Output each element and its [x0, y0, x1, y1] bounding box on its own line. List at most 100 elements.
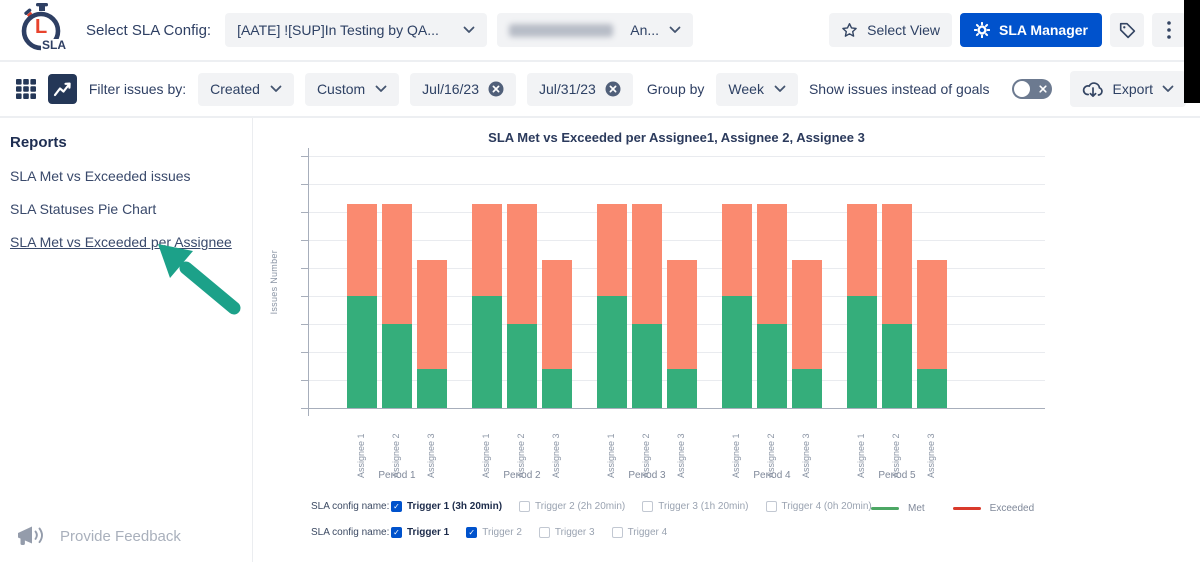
bar-met[interactable]	[597, 296, 627, 408]
trigger-checkbox-option[interactable]: Trigger 4	[611, 527, 668, 538]
created-filter-dropdown[interactable]: Created	[198, 72, 294, 106]
date-from-filter[interactable]: Jul/16/23	[410, 72, 516, 106]
checkbox-checked[interactable]: ✓	[391, 527, 402, 538]
y-axis-tick	[301, 240, 308, 241]
bar-exceeded[interactable]	[917, 259, 947, 369]
grid-view-icon	[16, 79, 36, 99]
trigger-checkbox-option[interactable]: Trigger 2 (2h 20min)	[519, 501, 625, 512]
chevron-down-icon	[774, 85, 786, 92]
sidebar-item-1[interactable]: SLA Met vs Exceeded issues	[10, 168, 191, 184]
more-options-button[interactable]	[1152, 13, 1186, 47]
close-icon[interactable]	[605, 81, 621, 97]
checkbox-checked[interactable]: ✓	[391, 501, 402, 512]
grid-view-button[interactable]	[14, 77, 38, 101]
filter-toolbar: Filter issues by: Created Custom Jul/16/…	[0, 62, 1200, 118]
provide-feedback-button[interactable]: Provide Feedback	[16, 524, 181, 548]
checkbox-unchecked[interactable]	[765, 501, 777, 512]
stacked-bar-chart[interactable]: Assignee 1 Assignee 2 Assignee 3 Period 1 As…	[301, 148, 1045, 481]
range-type-dropdown[interactable]: Custom	[304, 72, 400, 106]
period-label: Period 2	[503, 470, 541, 481]
x-axis-label: Assignee 1	[481, 433, 491, 478]
bar-exceeded[interactable]	[542, 259, 572, 369]
tag-icon	[1119, 22, 1136, 39]
sla-manager-button[interactable]: SLA Manager	[960, 13, 1102, 47]
period-label: Period 1	[378, 470, 416, 481]
bar-met[interactable]	[917, 368, 947, 408]
bar-exceeded[interactable]	[847, 203, 877, 296]
bar-exceeded[interactable]	[382, 203, 412, 324]
range-type-value: Custom	[316, 81, 366, 97]
trigger-checkbox-option[interactable]: Trigger 4 (0h 20min)	[765, 501, 872, 512]
bar-exceeded[interactable]	[722, 203, 752, 296]
trigger-checkbox-option[interactable]: ✓ Trigger 1	[391, 527, 449, 538]
date-to-value: Jul/31/23	[539, 81, 596, 97]
bar-met[interactable]	[667, 368, 697, 408]
checkbox-unchecked[interactable]	[519, 501, 531, 512]
bar-exceeded[interactable]	[667, 259, 697, 369]
show-issues-toggle-label: Show issues instead of goals	[808, 81, 990, 97]
bar-exceeded[interactable]	[472, 203, 502, 296]
bar-met[interactable]	[417, 368, 447, 408]
assignee-dropdown-value: An...	[630, 22, 660, 38]
y-axis-tick	[301, 268, 308, 269]
bar-exceeded[interactable]	[632, 203, 662, 324]
trigger-checkbox-label: Trigger 4	[627, 527, 668, 538]
trigger-checkbox-option[interactable]: Trigger 3	[538, 527, 595, 538]
chart-area: SLA Met vs Exceeded per Assignee1, Assig…	[253, 118, 1200, 562]
checkbox-unchecked[interactable]	[642, 501, 654, 512]
bar-met[interactable]	[847, 296, 877, 408]
bar-exceeded[interactable]	[597, 203, 627, 296]
bar-exceeded[interactable]	[882, 203, 912, 324]
assignee-dropdown[interactable]: An...	[497, 13, 694, 47]
bar-met[interactable]	[792, 368, 822, 408]
trigger-checkbox-option[interactable]: ✓ Trigger 1 (3h 20min)	[391, 501, 502, 512]
bar-met[interactable]	[882, 324, 912, 408]
chevron-down-icon	[375, 85, 387, 92]
bar-met[interactable]	[722, 296, 752, 408]
bar-exceeded[interactable]	[347, 203, 377, 296]
show-issues-toggle[interactable]	[1011, 79, 1052, 99]
bar-exceeded[interactable]	[507, 203, 537, 324]
x-axis-label: Assignee 1	[356, 433, 366, 478]
trigger-checkbox-label: Trigger 1	[407, 527, 450, 538]
x-axis-label: Assignee 3	[676, 433, 686, 478]
export-button[interactable]: Export	[1069, 71, 1186, 107]
legend-exceeded-swatch	[952, 507, 981, 510]
bar-exceeded[interactable]	[417, 259, 447, 369]
bar-met[interactable]	[472, 296, 502, 408]
select-view-button[interactable]: Select View	[829, 13, 953, 47]
bar-met[interactable]	[347, 296, 377, 408]
trigger-checkbox-option[interactable]: ✓ Trigger 2	[466, 527, 522, 538]
bar-met[interactable]	[507, 324, 537, 408]
tag-button[interactable]	[1110, 13, 1144, 47]
black-strip	[1184, 0, 1200, 103]
x-axis-label: Assignee 2	[891, 433, 901, 478]
y-axis-tick	[301, 212, 308, 213]
x-axis	[302, 408, 1045, 409]
bar-met[interactable]	[542, 368, 572, 408]
chart-view-button[interactable]	[48, 74, 77, 104]
y-axis-tick	[301, 184, 308, 185]
gridline	[308, 240, 1045, 241]
checkbox-unchecked[interactable]	[538, 527, 550, 538]
sidebar-item-3[interactable]: SLA Met vs Exceeded per Assignee	[10, 234, 232, 250]
bar-met[interactable]	[632, 324, 662, 408]
bar-met[interactable]	[382, 324, 412, 408]
date-to-filter[interactable]: Jul/31/23	[527, 72, 633, 106]
bar-exceeded[interactable]	[757, 203, 787, 324]
legend-exceeded-label: Exceeded	[989, 503, 1035, 514]
megaphone-icon	[18, 526, 43, 545]
date-from-value: Jul/16/23	[422, 81, 479, 97]
sla-config-dropdown[interactable]: [AATE] ![SUP]In Testing by QA...	[225, 13, 488, 47]
sidebar-item-2[interactable]: SLA Statuses Pie Chart	[10, 201, 157, 217]
chevron-down-icon	[1162, 85, 1174, 92]
bar-met[interactable]	[757, 324, 787, 408]
toggle-off-x-icon	[1038, 85, 1047, 93]
group-by-dropdown[interactable]: Week	[716, 72, 798, 106]
trigger-checkbox-label: Trigger 2 (2h 20min)	[535, 501, 626, 512]
checkbox-checked[interactable]: ✓	[466, 527, 478, 538]
trigger-checkbox-option[interactable]: Trigger 3 (1h 20min)	[642, 501, 749, 512]
checkbox-unchecked[interactable]	[611, 527, 623, 538]
bar-exceeded[interactable]	[792, 259, 822, 369]
close-icon[interactable]	[488, 81, 504, 97]
